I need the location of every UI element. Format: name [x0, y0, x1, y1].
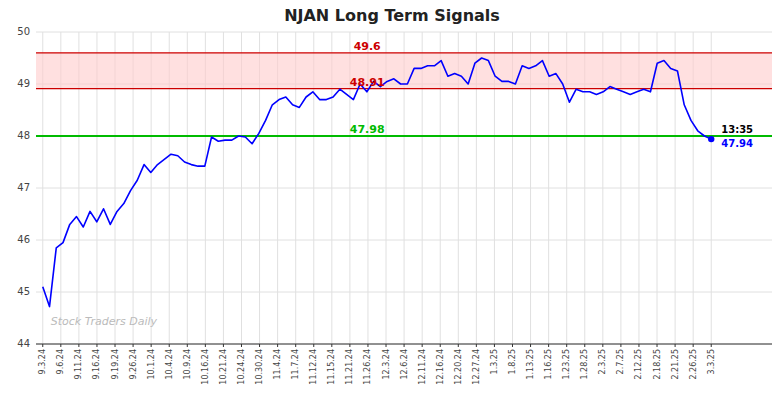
x-tick-label: 10.30.24 [255, 349, 264, 385]
x-tick [60, 344, 61, 347]
x-tick [151, 344, 152, 347]
x-tick-label: 9.16.24 [92, 349, 101, 380]
x-tick [440, 344, 441, 347]
x-tick-label: 1.8.25 [508, 349, 517, 374]
y-tick-label: 46 [17, 234, 30, 245]
chart: NJAN Long Term Signals 44 45 46 47 48 49 50 9.3.… [0, 0, 784, 398]
reference-line [36, 88, 772, 89]
x-tick-label: 1.3.25 [490, 349, 499, 374]
x-tick [133, 344, 134, 347]
x-tick [638, 344, 639, 347]
x-tick-label: 3.3.25 [707, 349, 716, 374]
x-tick-label: 1.28.25 [580, 349, 589, 380]
last-time: 13:35 [721, 124, 753, 135]
x-tick [349, 344, 350, 347]
reference-line [36, 52, 772, 53]
reference-line [36, 135, 772, 137]
x-tick [331, 344, 332, 347]
y-grid-line [36, 136, 772, 137]
x-tick-label: 2.21.25 [671, 349, 680, 380]
y-tick-label: 48 [17, 130, 30, 141]
x-tick-label: 11.21.24 [345, 349, 354, 385]
plot-area [36, 53, 772, 307]
x-tick-label: 9.3.24 [38, 349, 47, 374]
x-tick-label: 2.12.25 [634, 349, 643, 380]
x-tick-label: 2.26.25 [689, 349, 698, 380]
x-tick-label: 1.23.25 [562, 349, 571, 380]
reference-label: 47.98 [350, 123, 385, 136]
x-tick [602, 344, 603, 347]
x-tick [386, 344, 387, 347]
x-tick [295, 344, 296, 347]
x-tick-label: 10.1.24 [147, 349, 156, 380]
x-tick [657, 344, 658, 347]
x-tick-label: 9.26.24 [129, 349, 138, 380]
x-tick-label: 2.7.25 [616, 349, 625, 374]
x-tick-label: 2.3.25 [598, 349, 607, 374]
x-tick [620, 344, 621, 347]
x-tick-label: 9.11.24 [74, 349, 83, 380]
x-tick [313, 344, 314, 347]
x-tick-label: 12.27.24 [472, 349, 481, 385]
x-tick-label: 10.24.24 [237, 349, 246, 385]
x-tick [530, 344, 531, 347]
x-tick-label: 12.16.24 [436, 349, 445, 385]
x-tick [711, 344, 712, 347]
x-tick-label: 10.4.24 [165, 349, 174, 380]
x-tick-label: 11.26.24 [363, 349, 372, 385]
y-tick-label: 50 [17, 26, 30, 37]
x-tick-label: 9.6.24 [56, 349, 65, 374]
x-tick [277, 344, 278, 347]
x-tick-label: 11.12.24 [309, 349, 318, 385]
x-tick [548, 344, 549, 347]
reference-label: 48.91 [350, 76, 385, 89]
x-tick [115, 344, 116, 347]
x-tick [223, 344, 224, 347]
x-tick-label: 2.18.25 [653, 349, 662, 380]
x-tick [78, 344, 79, 347]
x-tick [584, 344, 585, 347]
x-tick [367, 344, 368, 347]
x-tick-label: 11.4.24 [273, 349, 282, 380]
x-tick [42, 344, 43, 347]
x-tick [675, 344, 676, 347]
reference-label: 49.6 [354, 40, 381, 53]
x-tick [422, 344, 423, 347]
y-tick-label: 44 [17, 338, 30, 349]
x-tick [259, 344, 260, 347]
x-tick-label: 10.9.24 [183, 349, 192, 380]
x-tick [494, 344, 495, 347]
x-tick-label: 11.15.24 [327, 349, 336, 385]
x-tick [458, 344, 459, 347]
x-tick-label: 12.6.24 [400, 349, 409, 380]
y-tick-label: 45 [17, 286, 30, 297]
grid [36, 32, 772, 344]
x-tick-label: 11.7.24 [291, 349, 300, 380]
y-tick-label: 47 [17, 182, 30, 193]
x-tick [404, 344, 405, 347]
x-tick [205, 344, 206, 347]
price-line [43, 58, 711, 307]
x-tick [96, 344, 97, 347]
x-tick-label: 10.21.24 [219, 349, 228, 385]
x-tick-label: 12.20.24 [454, 349, 463, 385]
x-tick [241, 344, 242, 347]
x-tick [169, 344, 170, 347]
watermark: Stock Traders Daily [51, 315, 158, 328]
x-tick-label: 12.3.24 [382, 349, 391, 380]
x-tick-label: 12.11.24 [418, 349, 427, 385]
last-point [708, 136, 714, 142]
x-tick [512, 344, 513, 347]
last-price: 47.94 [721, 138, 753, 149]
x-tick-label: 9.19.24 [111, 349, 120, 380]
x-tick [476, 344, 477, 347]
x-tick-label: 10.16.24 [201, 349, 210, 385]
x-tick-label: 1.16.25 [544, 349, 553, 380]
y-tick-label: 49 [17, 78, 30, 89]
x-tick [693, 344, 694, 347]
title: NJAN Long Term Signals [284, 6, 500, 25]
x-tick [187, 344, 188, 347]
x-tick-label: 1.13.25 [526, 349, 535, 380]
x-tick [566, 344, 567, 347]
